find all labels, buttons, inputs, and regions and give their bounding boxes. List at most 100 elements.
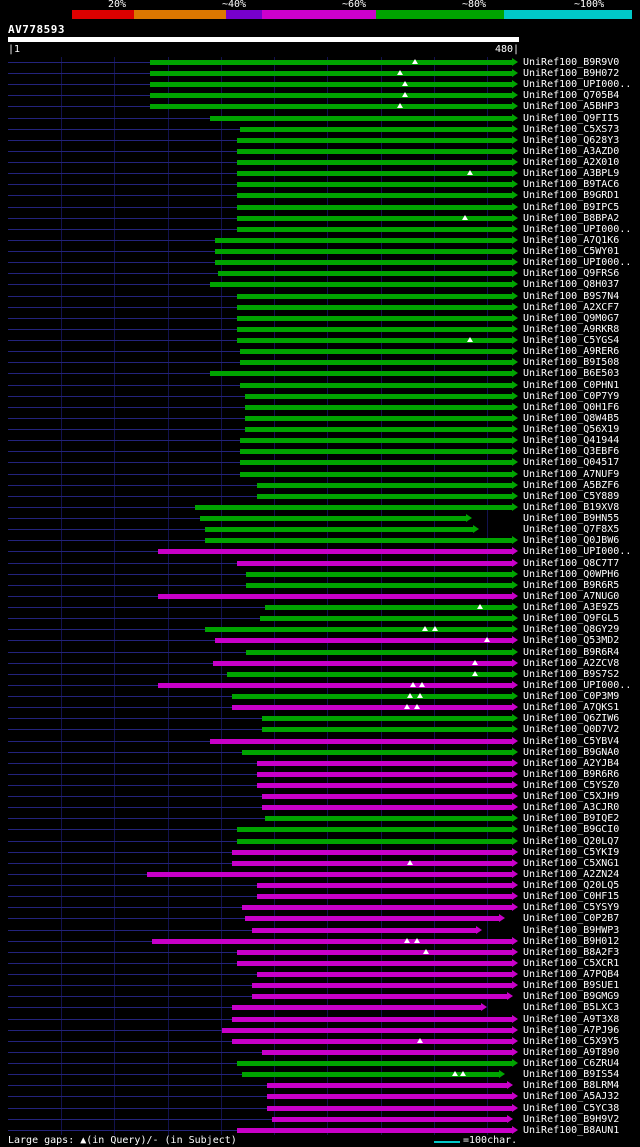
hit-label[interactable]: UniRef100_A5BZF6 (523, 479, 620, 491)
hit-label[interactable]: UniRef100_C0P2B7 (523, 913, 620, 925)
hit-label[interactable]: UniRef100_B19XV8 (523, 501, 620, 513)
hit-label[interactable]: UniRef100_Q8GY29 (523, 624, 620, 636)
hit-label[interactable]: UniRef100_Q9FII5 (523, 112, 620, 124)
hit-label[interactable]: UniRef100_A3BPL9 (523, 168, 620, 180)
alignment-bar[interactable] (210, 282, 512, 288)
alignment-bar[interactable] (231, 694, 512, 699)
hit-label[interactable]: UniRef100_A9T3X8 (523, 1013, 620, 1025)
hit-label[interactable]: UniRef100_Q20LQ7 (523, 835, 620, 847)
alignment-bar[interactable] (266, 1083, 507, 1089)
hit-label[interactable]: UniRef100_A5BHP3 (523, 101, 620, 113)
alignment-bar[interactable] (262, 794, 512, 800)
hit-label[interactable]: UniRef100_B9R6R4 (523, 646, 620, 658)
alignment-bar[interactable] (251, 983, 512, 989)
hit-label[interactable]: UniRef100_B9H072 (523, 68, 620, 80)
alignment-bar[interactable] (231, 1005, 482, 1011)
hit-label[interactable]: UniRef100_C5XS73 (523, 123, 620, 135)
hit-label[interactable]: UniRef100_A7PJ96 (523, 1024, 620, 1036)
hit-label[interactable]: UniRef100_C0PHN1 (523, 379, 620, 391)
hit-label[interactable]: UniRef100_Q0WPH6 (523, 568, 620, 580)
hit-label[interactable]: UniRef100_Q8W4B5 (523, 412, 620, 424)
hit-label[interactable]: UniRef100_B9I508 (523, 357, 620, 369)
hit-label[interactable]: UniRef100_C5Y889 (523, 490, 620, 502)
hit-label[interactable]: UniRef100_B5LXC3 (523, 1002, 620, 1014)
hit-label[interactable]: UniRef100_A2X010 (523, 157, 620, 169)
hit-label[interactable]: UniRef100_Q8H037 (523, 279, 620, 291)
alignment-bar[interactable] (231, 849, 512, 855)
hit-label[interactable]: UniRef100_A3CJR0 (523, 802, 620, 814)
alignment-bar[interactable] (231, 1038, 512, 1044)
alignment-bar[interactable] (158, 549, 512, 555)
alignment-bar[interactable] (251, 927, 476, 933)
hit-label[interactable]: UniRef100_C0P7Y9 (523, 390, 620, 402)
alignment-bar[interactable] (149, 71, 512, 77)
hit-label[interactable]: UniRef100_B9H9V2 (523, 1113, 620, 1125)
hit-label[interactable]: UniRef100_B9S7S2 (523, 668, 620, 680)
alignment-bar[interactable] (217, 271, 512, 277)
alignment-bar[interactable] (149, 60, 512, 65)
alignment-bar[interactable] (236, 182, 512, 188)
alignment-bar[interactable] (262, 727, 512, 733)
hit-label[interactable]: UniRef100_B9TAC6 (523, 179, 620, 191)
alignment-bar[interactable] (210, 371, 512, 377)
alignment-bar[interactable] (257, 771, 512, 777)
hit-label[interactable]: UniRef100_Q53MD2 (523, 635, 620, 647)
alignment-bar[interactable] (204, 627, 512, 633)
alignment-bar[interactable] (264, 605, 512, 611)
alignment-bar[interactable] (158, 593, 512, 599)
hit-label[interactable]: UniRef100_A9RER6 (523, 346, 620, 358)
hit-label[interactable]: UniRef100_UPI000.. (523, 79, 632, 91)
alignment-bar[interactable] (236, 204, 512, 210)
alignment-bar[interactable] (158, 682, 512, 688)
alignment-bar[interactable] (245, 393, 512, 399)
alignment-bar[interactable] (240, 349, 512, 355)
alignment-bar[interactable] (214, 260, 512, 266)
hit-label[interactable]: UniRef100_B8BPA2 (523, 212, 620, 224)
alignment-bar[interactable] (236, 949, 512, 955)
alignment-bar[interactable] (236, 215, 512, 221)
alignment-bar[interactable] (257, 782, 512, 788)
hit-label[interactable]: UniRef100_Q7F8X5 (523, 524, 620, 536)
alignment-bar[interactable] (240, 460, 512, 466)
hit-label[interactable]: UniRef100_A5AJ32 (523, 1091, 620, 1103)
alignment-bar[interactable] (210, 738, 512, 744)
hit-label[interactable]: UniRef100_B9IQE2 (523, 813, 620, 825)
hit-label[interactable]: UniRef100_C5YGS4 (523, 335, 620, 347)
alignment-bar[interactable] (242, 905, 512, 911)
hit-label[interactable]: UniRef100_C6ZRU4 (523, 1058, 620, 1070)
alignment-bar[interactable] (149, 104, 512, 110)
hit-label[interactable]: UniRef100_Q3EBF6 (523, 446, 620, 458)
hit-label[interactable]: UniRef100_Q0D7V2 (523, 724, 620, 736)
alignment-bar[interactable] (236, 560, 512, 566)
hit-label[interactable]: UniRef100_Q0H1F6 (523, 401, 620, 413)
alignment-bar[interactable] (236, 827, 512, 833)
hit-label[interactable]: UniRef100_UPI000.. (523, 546, 632, 558)
alignment-bar[interactable] (245, 415, 512, 421)
hit-label[interactable]: UniRef100_B9GRD1 (523, 190, 620, 202)
hit-label[interactable]: UniRef100_A7NUG0 (523, 590, 620, 602)
hit-label[interactable]: UniRef100_Q20LQ5 (523, 880, 620, 892)
alignment-bar[interactable] (236, 148, 512, 154)
alignment-bar[interactable] (210, 115, 512, 121)
alignment-bar[interactable] (236, 326, 512, 332)
hit-label[interactable]: UniRef100_C5X9Y5 (523, 1035, 620, 1047)
hit-label[interactable]: UniRef100_B9HWP3 (523, 924, 620, 936)
alignment-bar[interactable] (214, 638, 512, 644)
hit-label[interactable]: UniRef100_A7PQB4 (523, 969, 620, 981)
alignment-bar[interactable] (257, 482, 512, 488)
alignment-bar[interactable] (236, 960, 512, 966)
alignment-bar[interactable] (236, 838, 512, 844)
hit-label[interactable]: UniRef100_UPI000.. (523, 223, 632, 235)
alignment-bar[interactable] (236, 293, 512, 299)
hit-label[interactable]: UniRef100_A9RKR8 (523, 323, 620, 335)
alignment-bar[interactable] (214, 237, 512, 243)
alignment-bar[interactable] (204, 538, 512, 544)
hit-label[interactable]: UniRef100_UPI000.. (523, 257, 632, 269)
hit-label[interactable]: UniRef100_B9IPC5 (523, 201, 620, 213)
alignment-bar[interactable] (151, 938, 512, 944)
hit-label[interactable]: UniRef100_B9S7N4 (523, 290, 620, 302)
hit-label[interactable]: UniRef100_C5YSZ0 (523, 779, 620, 791)
hit-label[interactable]: UniRef100_UPI000.. (523, 679, 632, 691)
hit-label[interactable]: UniRef100_Q04517 (523, 457, 620, 469)
alignment-bar[interactable] (260, 616, 512, 622)
